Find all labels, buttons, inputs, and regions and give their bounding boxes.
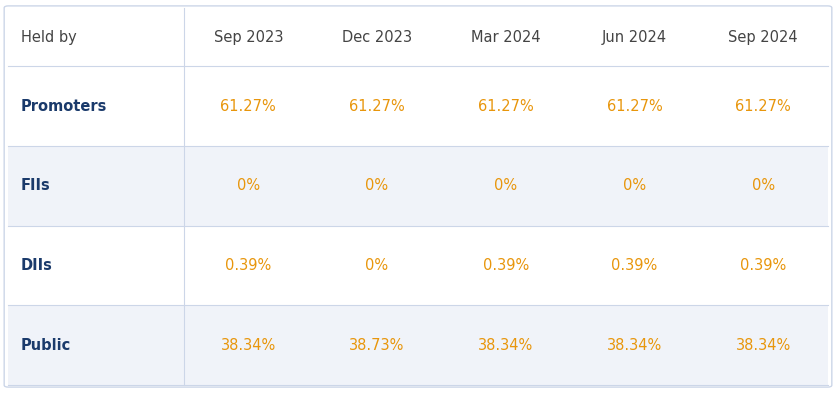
Text: 38.34%: 38.34% — [607, 338, 662, 353]
Bar — [8, 226, 828, 305]
Text: FIIs: FIIs — [21, 178, 51, 193]
Text: 0%: 0% — [623, 178, 646, 193]
Text: 61.27%: 61.27% — [736, 99, 791, 114]
Text: Promoters: Promoters — [21, 99, 107, 114]
Text: Jun 2024: Jun 2024 — [602, 29, 667, 44]
Text: 0%: 0% — [365, 178, 389, 193]
Text: 0.39%: 0.39% — [740, 258, 787, 273]
Text: 0.39%: 0.39% — [225, 258, 272, 273]
Text: 0.39%: 0.39% — [482, 258, 529, 273]
Text: Dec 2023: Dec 2023 — [342, 29, 412, 44]
Text: 61.27%: 61.27% — [221, 99, 276, 114]
Text: 0%: 0% — [752, 178, 775, 193]
Text: 61.27%: 61.27% — [478, 99, 533, 114]
Text: Held by: Held by — [21, 29, 77, 44]
Text: 61.27%: 61.27% — [349, 99, 405, 114]
Text: 0%: 0% — [237, 178, 260, 193]
Text: 38.73%: 38.73% — [349, 338, 405, 353]
Text: 38.34%: 38.34% — [221, 338, 276, 353]
Text: 0.39%: 0.39% — [611, 258, 658, 273]
Bar — [8, 305, 828, 385]
Text: 0%: 0% — [365, 258, 389, 273]
Bar — [8, 146, 828, 226]
Text: 0%: 0% — [494, 178, 517, 193]
Text: Mar 2024: Mar 2024 — [471, 29, 541, 44]
Text: Sep 2024: Sep 2024 — [728, 29, 798, 44]
Bar — [8, 66, 828, 146]
Text: DIIs: DIIs — [21, 258, 53, 273]
Text: 38.34%: 38.34% — [736, 338, 791, 353]
Text: 38.34%: 38.34% — [478, 338, 533, 353]
Text: 61.27%: 61.27% — [607, 99, 662, 114]
Text: Public: Public — [21, 338, 71, 353]
Text: Sep 2023: Sep 2023 — [213, 29, 283, 44]
Bar — [8, 8, 828, 66]
